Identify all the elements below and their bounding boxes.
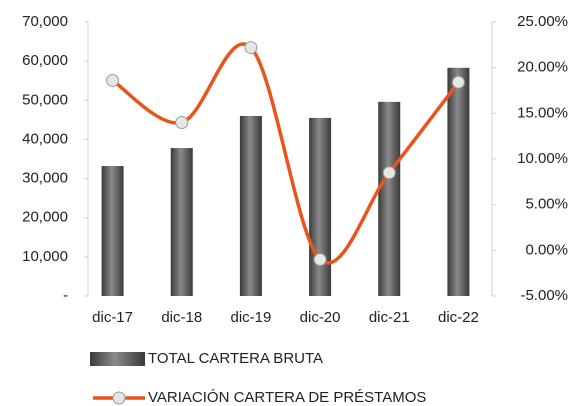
legend-label: VARIACIÓN CARTERA DE PRÉSTAMOS <box>148 389 426 406</box>
y-tick-label: 10,000 <box>22 248 68 265</box>
y2-tick-label: 5.00% <box>525 196 568 213</box>
line-marker <box>244 41 258 55</box>
x-tick-label: dic-20 <box>300 309 341 326</box>
line-marker <box>175 115 189 129</box>
y-tick-label: 40,000 <box>22 130 68 147</box>
line-marker <box>106 73 120 87</box>
x-tick-label: dic-17 <box>92 309 133 326</box>
y-tick-label: 70,000 <box>22 13 68 30</box>
y-tick-label: - <box>63 287 68 304</box>
x-tick-label: dic-19 <box>230 309 271 326</box>
x-tick-label: dic-18 <box>161 309 202 326</box>
y2-tick-label: 25.00% <box>517 13 568 30</box>
y2-tick-label: -5.00% <box>520 287 568 304</box>
bar <box>239 115 262 296</box>
bar <box>170 148 193 296</box>
legend-marker <box>112 391 126 405</box>
bar <box>309 117 332 297</box>
bar <box>447 67 470 296</box>
y-tick-label: 30,000 <box>22 170 68 187</box>
line <box>111 42 460 265</box>
bar <box>378 101 401 296</box>
line-marker <box>313 252 327 266</box>
y2-tick-label: 20.00% <box>517 59 568 76</box>
legend-label: TOTAL CARTERA BRUTA <box>148 350 323 367</box>
legend-swatch <box>90 352 145 366</box>
line-marker <box>382 166 396 180</box>
y-tick-label: 60,000 <box>22 52 68 69</box>
y-tick-label: 20,000 <box>22 209 68 226</box>
y2-tick-label: 10.00% <box>517 150 568 167</box>
y-tick-label: 50,000 <box>22 91 68 108</box>
x-tick-label: dic-22 <box>438 309 479 326</box>
bar <box>101 166 124 296</box>
y2-tick-label: 0.00% <box>525 241 568 258</box>
x-tick-label: dic-21 <box>369 309 410 326</box>
line-marker <box>451 75 465 89</box>
y2-tick-label: 15.00% <box>517 104 568 121</box>
